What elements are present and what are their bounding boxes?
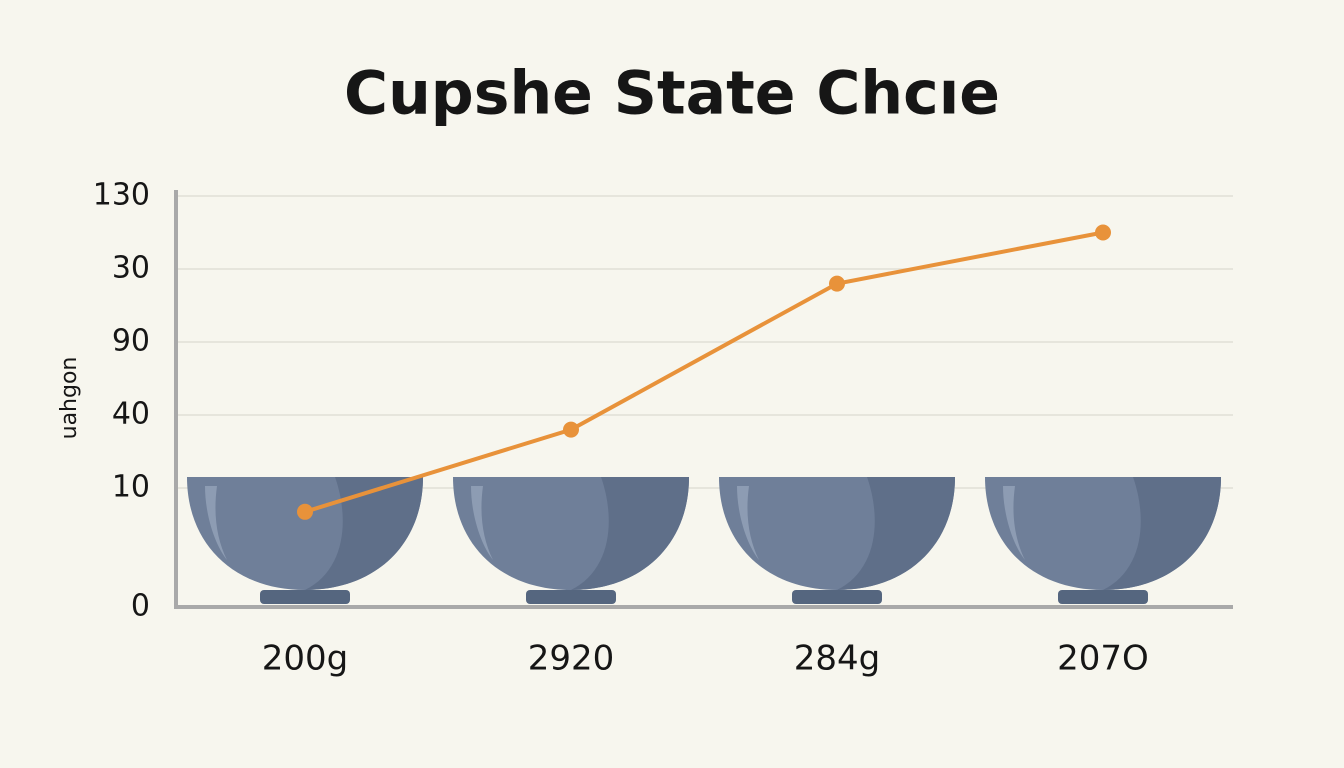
line-point — [1095, 224, 1111, 241]
chart-title: Cupshe State Chcıe — [344, 59, 1000, 129]
bowl-foot — [260, 590, 350, 604]
line-point — [563, 421, 579, 438]
plot — [297, 224, 1111, 520]
y-tick-label: 30 — [112, 251, 150, 286]
x-tick-label: 284g — [794, 639, 880, 679]
y-tick-label: 40 — [112, 397, 150, 432]
bowl-highlight — [1003, 486, 1025, 560]
bowl-shade — [1103, 477, 1221, 590]
y-tick-label: 0 — [131, 589, 150, 624]
bowls — [187, 477, 1221, 604]
x-tick-label: 207O — [1057, 639, 1149, 679]
x-tick-label: 200g — [262, 639, 348, 679]
bowl-foot — [1058, 590, 1148, 604]
bowl-shade — [837, 477, 955, 590]
y-tick-label: 130 — [93, 178, 150, 213]
y-tick-label: 10 — [112, 470, 150, 505]
bowl-highlight — [205, 486, 227, 560]
bowl-foot — [526, 590, 616, 604]
y-tick-label: 90 — [112, 324, 150, 359]
line-point — [829, 275, 845, 292]
bowl-shade — [571, 477, 689, 590]
y-axis-label: uahgon — [57, 357, 82, 440]
bowl-foot — [792, 590, 882, 604]
line — [304, 230, 1104, 514]
bowl-shade — [305, 477, 423, 590]
bowl-highlight — [471, 486, 493, 560]
bowl-highlight — [737, 486, 759, 560]
x-tick-label: 2920 — [528, 639, 615, 679]
line-point — [297, 503, 313, 520]
